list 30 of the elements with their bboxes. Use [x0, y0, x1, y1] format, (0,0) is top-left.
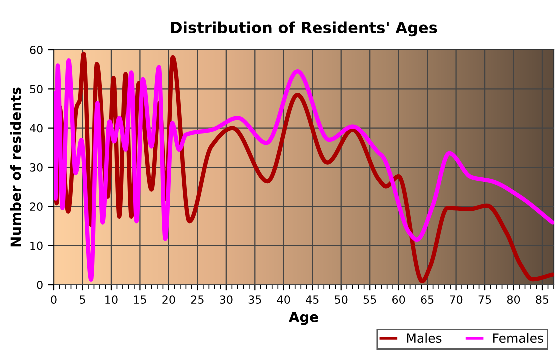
y-tick-label: 0	[37, 280, 43, 290]
x-tick-label: 35	[248, 296, 262, 304]
x-tick-label: 10	[106, 296, 118, 304]
x-tick-label: 40	[277, 296, 290, 304]
y-tick-label: 40	[30, 124, 43, 133]
y-tick-label: 60	[30, 46, 43, 54]
x-tick-label: 75	[478, 296, 492, 304]
y-axis-title: Number of residents	[10, 88, 22, 247]
x-tick-label: 5	[80, 296, 86, 304]
x-tick-label: 60	[392, 296, 406, 304]
y-tick-label: 20	[30, 202, 43, 212]
x-tick-label: 25	[191, 296, 204, 304]
y-tick-label: 30	[30, 163, 43, 172]
x-tick-label: 80	[507, 296, 520, 304]
legend-label: Females	[494, 333, 544, 344]
x-tick-label: 45	[306, 296, 319, 304]
x-tick-label: 30	[220, 296, 233, 304]
x-tick-label: 0	[51, 296, 57, 304]
x-tick-label: 20	[162, 296, 176, 304]
x-tick-label: 55	[364, 296, 376, 304]
x-tick-label: 85	[536, 296, 549, 304]
y-tick-label: 50	[30, 85, 43, 94]
x-tick-label: 70	[450, 296, 463, 304]
x-tick-label: 65	[421, 296, 434, 304]
x-tick-label: 50	[335, 296, 348, 304]
x-tick-label: 15	[134, 296, 146, 304]
legend-label: Males	[407, 333, 442, 344]
x-axis-title: Age	[289, 312, 318, 326]
y-tick-label: 10	[30, 242, 43, 250]
chart-title: Distribution of Residents' Ages	[171, 22, 438, 37]
